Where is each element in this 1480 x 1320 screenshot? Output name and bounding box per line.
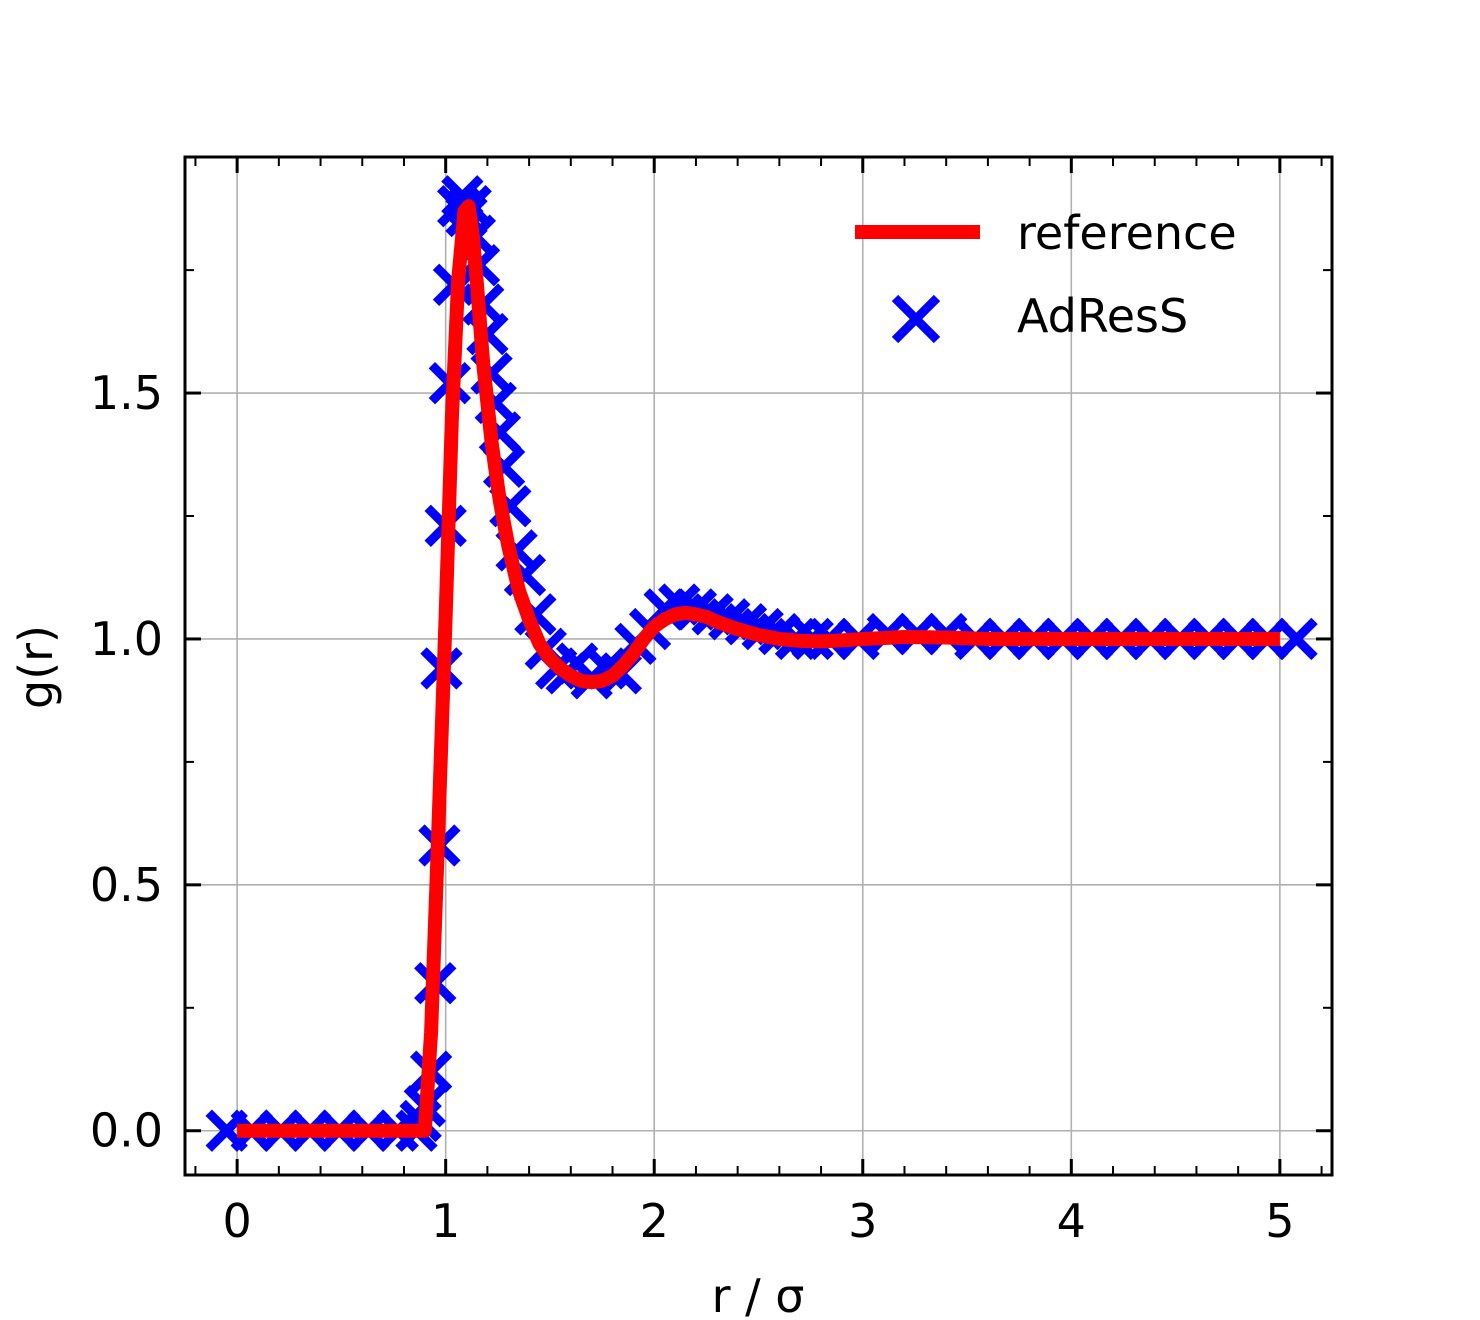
y-axis-label: g(r) [9, 625, 63, 709]
x-tick-label: 2 [640, 1194, 669, 1248]
y-tick-label: 1.5 [90, 366, 163, 420]
x-tick-label: 4 [1057, 1194, 1086, 1248]
y-tick-label: 0.0 [90, 1104, 163, 1158]
plot-frame [183, 155, 1334, 1177]
tick-labels: 0 1 2 3 4 5 0.0 0.5 1.0 1.5 [90, 366, 1295, 1248]
x-axis-label: r / σ [712, 1269, 805, 1320]
reference-line [237, 199, 1280, 1138]
legend-reference-label: reference [1017, 206, 1237, 260]
legend-adress-marker [891, 294, 941, 344]
x-tick-label: 1 [431, 1194, 460, 1248]
legend-adress-label: AdResS [1017, 289, 1188, 343]
y-tick-label: 1.0 [90, 612, 163, 666]
x-tick-label: 0 [222, 1194, 251, 1248]
plot-area [205, 175, 1318, 1152]
legend: reference AdResS [855, 206, 1237, 344]
axis-ticks [185, 157, 1332, 1175]
x-tick-label: 5 [1265, 1194, 1294, 1248]
y-tick-label: 0.5 [90, 858, 163, 912]
x-tick-label: 3 [848, 1194, 877, 1248]
adress-point [1275, 617, 1318, 661]
